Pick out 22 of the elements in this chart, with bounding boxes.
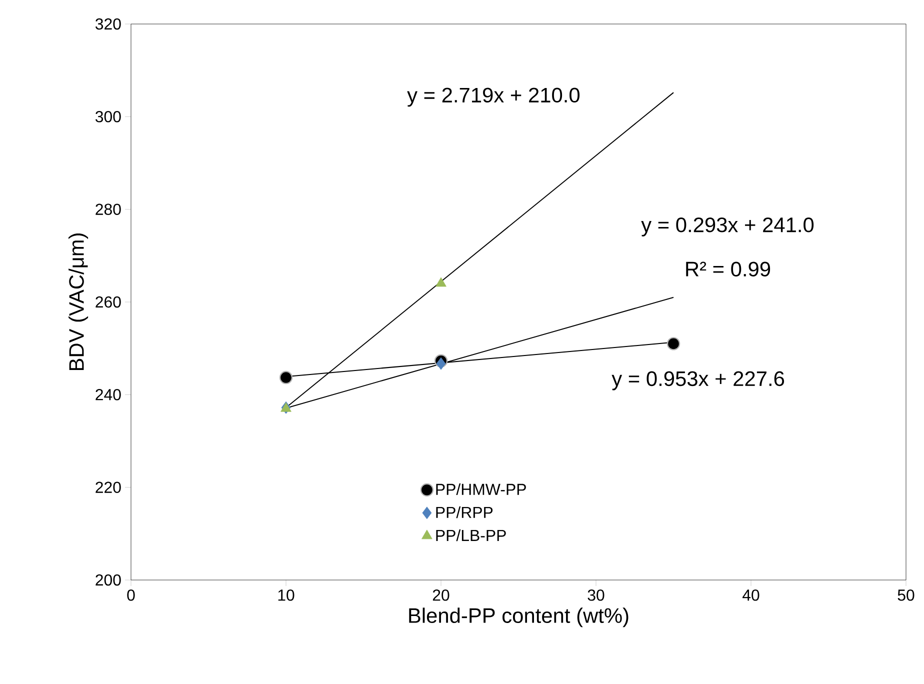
legend-label: PP/RPP — [436, 506, 493, 518]
x-tick-label: 30 — [588, 590, 604, 601]
x-tick-label: 0 — [127, 590, 135, 601]
x-axis-title: Blend-PP content (wt%) — [409, 608, 628, 628]
x-tick-label: 20 — [432, 590, 450, 601]
legend-label: PP/HMW-PP — [436, 483, 526, 496]
legend-label: PP/LB-PP — [436, 529, 506, 542]
y-tick-label: 300 — [95, 111, 121, 122]
annotation: y = 0.953x + 227.6 — [612, 371, 784, 390]
y-tick-label: 260 — [96, 296, 121, 308]
y-tick-label: 240 — [96, 389, 121, 400]
annotation: y = 0.293x + 241.0 — [641, 217, 814, 236]
x-tick-label: 40 — [742, 590, 760, 601]
x-tick-label: 50 — [898, 590, 914, 601]
y-tick-label: 220 — [96, 482, 121, 493]
x-tick-label: 10 — [278, 590, 294, 601]
y-tick-label: 280 — [96, 204, 121, 215]
annotation: y = 2.719x + 210.0 — [407, 88, 580, 107]
y-axis-title: BDV (VAC/μm) — [68, 234, 88, 370]
y-tick-label: 200 — [96, 574, 121, 586]
y-tick-label: 320 — [95, 18, 121, 30]
annotation: R² = 0.99 — [686, 262, 770, 277]
